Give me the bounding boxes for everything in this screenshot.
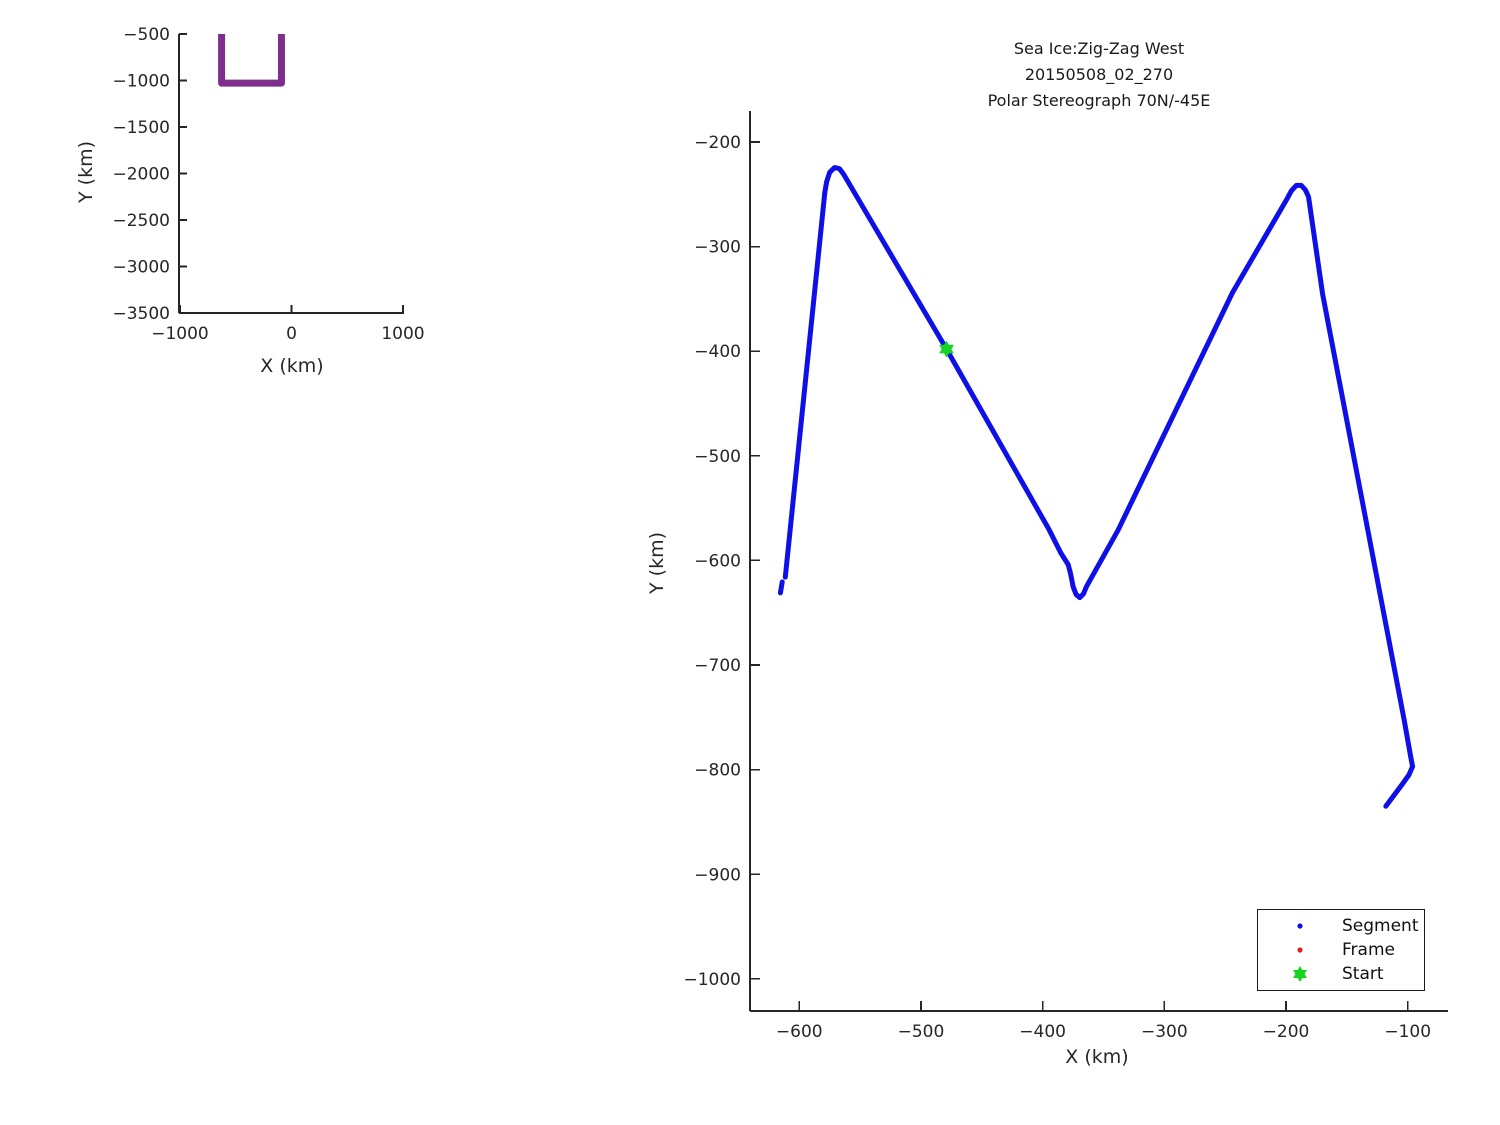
main-x-tick-label: −200 [1263, 1022, 1310, 1042]
overview-track [218, 34, 285, 87]
legend-entry-frame: Frame [1258, 938, 1424, 962]
overview-y-tick-label: −500 [123, 25, 170, 45]
main-y-tick-label: −600 [694, 551, 741, 571]
legend-label-segment: Segment [1342, 916, 1419, 936]
main-title-line1: Sea Ice:Zig-Zag West [1013, 39, 1185, 58]
main-x-tick-label: −300 [1141, 1022, 1188, 1042]
overview-y-tick-label: −1500 [112, 118, 170, 138]
segment-track [782, 165, 1416, 809]
segment-marker-shape [1297, 923, 1303, 929]
main-y-tick-label: −900 [694, 865, 741, 885]
overview-y-axis-label: Y (km) [75, 141, 97, 203]
legend-marker-cell [1258, 916, 1342, 936]
start-marker-icon [1293, 966, 1307, 982]
main-x-tick-label: −600 [776, 1022, 823, 1042]
main-y-tick-label: −800 [694, 761, 741, 781]
segment-track-tail [777, 579, 785, 596]
segment-marker-icon [1297, 923, 1303, 929]
overview-y-tick-label: −3000 [112, 258, 170, 278]
overview-x-tick-label: 0 [286, 324, 297, 344]
overview-x-tick-label: −1000 [151, 324, 209, 344]
legend-label-frame: Frame [1342, 940, 1395, 960]
legend-marker-cell [1258, 964, 1342, 984]
overview-x-tick-label: 1000 [381, 324, 424, 344]
frame-marker-icon [1297, 947, 1303, 953]
start-marker [939, 340, 954, 358]
start-marker-shape [1293, 966, 1307, 982]
main-x-tick-label: −400 [1019, 1022, 1066, 1042]
overview-y-tick-label: −2500 [112, 211, 170, 231]
legend-label-start: Start [1342, 964, 1384, 984]
legend-box: Segment Frame Start [1257, 909, 1425, 991]
legend-marker-cell [1258, 940, 1342, 960]
overview-y-tick-label: −3500 [112, 304, 170, 324]
overview-y-tick-label: −1000 [112, 72, 170, 92]
overview-x-axis-label: X (km) [260, 355, 324, 377]
main-y-tick-label: −500 [694, 447, 741, 467]
main-y-axis-label: Y (km) [646, 532, 668, 594]
overview-y-tick-label: −2000 [112, 165, 170, 185]
legend-entry-start: Start [1258, 962, 1424, 986]
main-x-tick-label: −500 [898, 1022, 945, 1042]
main-title-line2: 20150508_02_270 [1024, 65, 1174, 84]
main-x-tick-label: −100 [1384, 1022, 1431, 1042]
main-y-tick-label: −200 [694, 133, 741, 153]
main-y-tick-label: −1000 [683, 970, 741, 990]
frame-marker-shape [1297, 947, 1303, 953]
main-y-tick-label: −400 [694, 342, 741, 362]
main-x-axis-label: X (km) [1065, 1046, 1129, 1068]
main-title: Sea Ice:Zig-Zag West 20150508_02_270 Pol… [988, 36, 1211, 114]
main-y-tick-label: −300 [694, 238, 741, 258]
main-y-tick-label: −700 [694, 656, 741, 676]
main-title-line3: Polar Stereograph 70N/-45E [987, 91, 1211, 110]
legend-entry-segment: Segment [1258, 914, 1424, 938]
